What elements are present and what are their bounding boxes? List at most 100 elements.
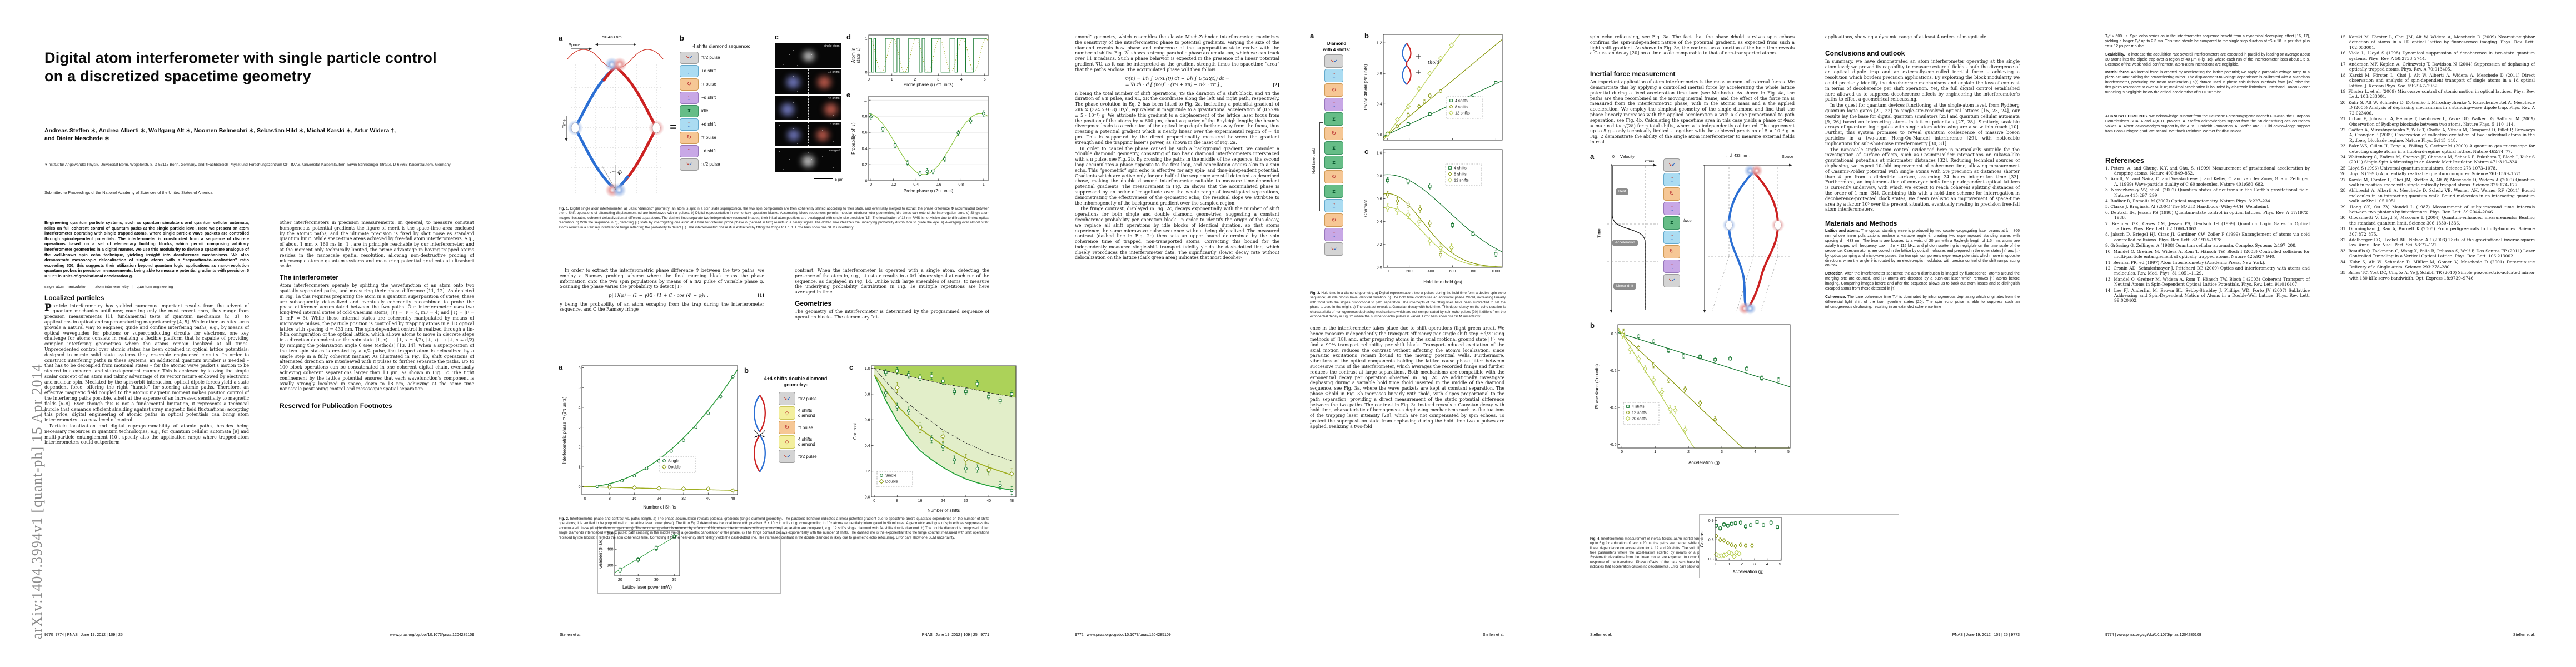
drop-cap: P <box>44 302 52 313</box>
block-label: π pulse <box>701 82 716 87</box>
operation-block-sp: → ← +d shift <box>680 64 771 77</box>
space-label: Space <box>1781 153 1793 159</box>
svg-text:0.0: 0.0 <box>865 495 870 499</box>
block-label: π/2 pulse <box>701 55 720 60</box>
svg-text:state |↓⟩: state |↓⟩ <box>856 47 861 63</box>
footer-left: 9770–9774 | PNAS | June 19, 2012 | 109 |… <box>44 633 123 637</box>
panel-letter-a: a <box>559 34 563 42</box>
operation-block-pi2: ↘↙ π/2 pulse <box>680 51 771 64</box>
svg-text:4: 4 <box>1754 450 1756 454</box>
block-label: −d shift <box>701 95 716 100</box>
operation-block-pi: ↻ <box>1663 245 1695 258</box>
reserved-footnotes: Reserved for Publication Footnotes <box>280 402 392 410</box>
svg-text:25: 25 <box>636 578 640 582</box>
svg-text:0.4: 0.4 <box>1377 103 1382 107</box>
abstract: Engineering quantum particle systems, su… <box>44 220 249 278</box>
svg-text:0.6: 0.6 <box>936 183 941 187</box>
figure-2-caption: Fig. 2. Interferometric phase and contra… <box>559 517 989 540</box>
svg-text:Phase Φacc (2π units): Phase Φacc (2π units) <box>1595 364 1600 409</box>
paragraph: Particle localization and digital reprog… <box>44 424 249 445</box>
operation-block-idle: ⧗ idle <box>680 104 771 117</box>
operation-block-sm: ← → <box>1324 98 1343 111</box>
atom-image-single: single atom <box>774 43 841 68</box>
svg-text:Number of shifts: Number of shifts <box>928 508 960 513</box>
svg-text:0.2: 0.2 <box>862 163 868 167</box>
svg-text:0.0: 0.0 <box>1377 266 1382 270</box>
reference-item: 14. Lee PJ, Anderlini M, Brown BL, Sebby… <box>2105 287 2310 303</box>
svg-text:1: 1 <box>579 465 581 469</box>
svg-text:5: 5 <box>1779 563 1781 566</box>
svg-text:Phase Φhold (2π units): Phase Φhold (2π units) <box>1363 64 1368 110</box>
section-heading-localized-particles: Localized particles <box>44 293 104 302</box>
page3-left-column: amond” geometry, which resembles the cla… <box>1075 34 1279 629</box>
operation-block-idle: ⧗ <box>1324 156 1343 169</box>
block-label: 4 shifts diamond <box>798 437 815 447</box>
panel-letter-b: b <box>744 366 749 375</box>
footer-left: 9772 | www.pnas.org/cgi/doi/10.1073/pnas… <box>1075 633 1171 637</box>
svg-text:3: 3 <box>937 78 939 82</box>
svg-text:0.8: 0.8 <box>865 392 870 396</box>
reference-item: 34. Kuhr S, Alt W, Schrader D, Müller M,… <box>2340 259 2535 270</box>
footer-right: PNAS | June 19, 2012 | 109 | 25 | 9771 <box>921 633 989 637</box>
operation-block-pi2: ↘↙ π/2 pulse <box>680 158 771 171</box>
svg-text:Probability of |↓⟩: Probability of |↓⟩ <box>851 122 856 155</box>
svg-text:4: 4 <box>960 78 963 82</box>
svg-text:8 shifts: 8 shifts <box>1455 104 1468 109</box>
footer-right: PNAS | June 19, 2012 | 109 | 25 | 9773 <box>1952 633 2020 637</box>
svg-text:3: 3 <box>1721 450 1723 454</box>
time-label: Time <box>1596 228 1602 238</box>
reference-item: 10. Mandel O, Greiner M, Widera A, Rom T… <box>2105 248 2310 260</box>
reference-item: 7. Brennen GK, Caves CM, Jessen PS, Deut… <box>2105 221 2310 232</box>
reference-item: 26. Lloyd S (1993) A potentially realiza… <box>2340 171 2523 177</box>
figure-1: a <box>559 32 991 202</box>
reference-item: 21. Urban E, Johnson TA, Henage T, Isenh… <box>2340 116 2535 127</box>
operation-block-sp: → ← <box>1663 172 1695 186</box>
keyword: single atom manipulation <box>44 285 88 289</box>
lattice-spacing-label: d= 433 nm <box>602 34 622 39</box>
svg-text:Gradient (Hz/d): Gradient (Hz/d) <box>598 538 603 569</box>
svg-text:40: 40 <box>986 499 991 503</box>
keywords: single atom manipulation | atom interfero… <box>44 285 173 289</box>
paragraph: The fringe contrast, displayed in Fig. 2… <box>1075 206 1279 261</box>
svg-text:0.4: 0.4 <box>862 147 868 151</box>
paragraph: In order to extract the interferometric … <box>560 268 764 290</box>
operation-block-sm: ← → −d shift <box>680 91 771 104</box>
hold-time-label: Hold time thold <box>1312 148 1316 174</box>
svg-text:16: 16 <box>632 497 636 501</box>
svg-text:Acceleration (g): Acceleration (g) <box>1688 460 1720 465</box>
reference-item: 19. Förster L, et al. (2009) Microwave c… <box>2340 89 2535 99</box>
svg-text:1: 1 <box>983 183 985 187</box>
svg-text:4 shifts: 4 shifts <box>1454 166 1467 171</box>
scale-bar: 5 µm <box>775 173 843 183</box>
svg-text:6: 6 <box>579 366 581 370</box>
operation-block-sm: ← → <box>1663 259 1695 273</box>
svg-text:1: 1 <box>1654 450 1656 454</box>
section-heading-geometries: Geometries <box>795 299 832 307</box>
operation-block-sm: ← → −d shift <box>680 145 771 157</box>
operation-block-idle: ⧗ <box>1324 112 1343 126</box>
page-2: a <box>515 0 1030 667</box>
footer-right: Steffen et al. <box>1482 633 1504 637</box>
references-list-left: 1. Peters, A. and Chung, K.Y. and Chu, S… <box>2105 166 2310 303</box>
svg-text:2: 2 <box>1741 563 1743 566</box>
svg-text:Double: Double <box>885 479 898 484</box>
page-3: amond” geometry, which resembles the cla… <box>1030 0 1546 667</box>
svg-text:0.2: 0.2 <box>1377 243 1382 247</box>
reference-item: 32. Adelberger EG, Heckel BR, Nelson AE … <box>2340 237 2535 248</box>
paragraph: The geometry of the interferometer is de… <box>795 308 989 320</box>
paragraph: Atom interferometers operate by splittin… <box>280 283 474 392</box>
reference-item: 20. Kuhr S, Alt W, Schrader D, Dotsenko … <box>2340 99 2535 116</box>
block-label: π pulse <box>701 135 716 140</box>
paragraph: spin echo refocusing, see Fig. 3a. The f… <box>1590 34 1795 56</box>
page5-right-column: 15. Karski M, Förster L, Choi JM, Alt W,… <box>2340 34 2535 629</box>
paragraph: amond” geometry, which resembles the cla… <box>1075 34 1279 72</box>
paragraph: applications, showing a dynamic range of… <box>1825 34 1988 39</box>
operation-block-sp: → ← +d shift <box>680 118 771 131</box>
panel-letter-e: e <box>846 91 851 99</box>
reference-item: 31. Dunningham J, Rau A, Burnett K (2005… <box>2340 226 2535 237</box>
footer-left: 9774 | www.pnas.org/cgi/doi/10.1073/pnas… <box>2105 633 2201 637</box>
reference-item: 13. Mandel O, Greiner M, Widera A, Rom T… <box>2105 276 2310 287</box>
vmax-label: vmax <box>1645 158 1655 163</box>
